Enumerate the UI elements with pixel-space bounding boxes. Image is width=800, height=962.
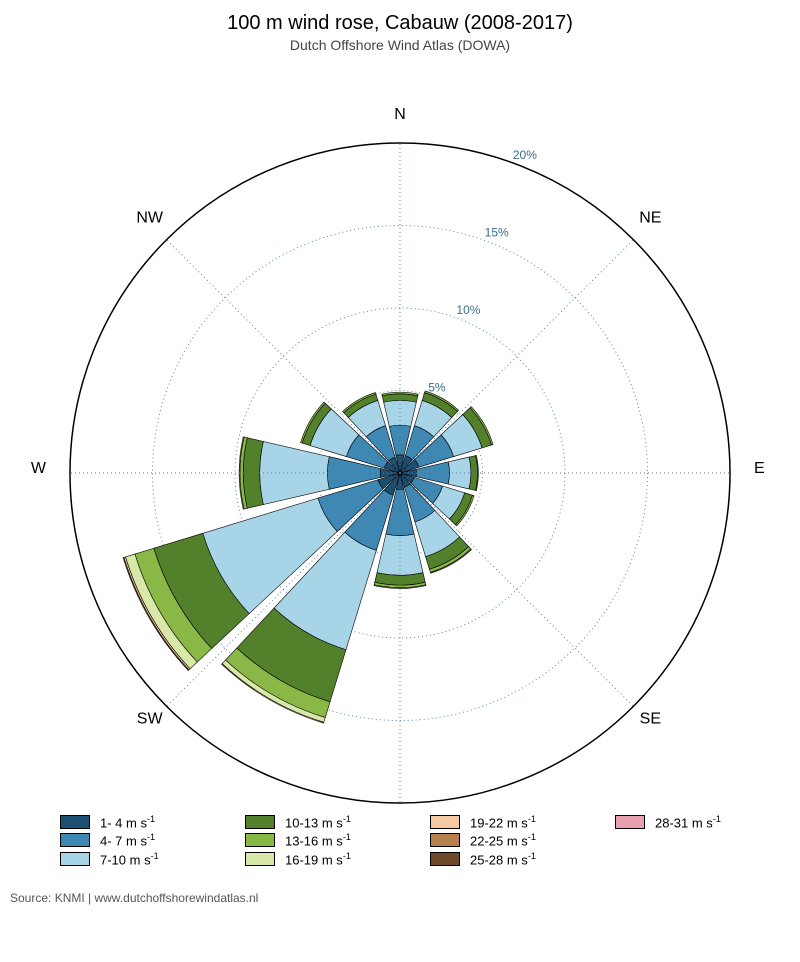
svg-text:NE: NE xyxy=(639,210,661,227)
source-line: Source: KNMI | www.dutchoffshorewindatla… xyxy=(10,891,800,905)
svg-text:E: E xyxy=(754,460,765,477)
legend-label: 1- 4 m s-1 xyxy=(100,814,155,830)
legend-item: 16-19 m s-1 xyxy=(245,851,390,867)
legend-swatch xyxy=(245,852,275,866)
legend-swatch xyxy=(430,833,460,847)
legend-item: 13-16 m s-1 xyxy=(245,832,390,848)
legend-label: 22-25 m s-1 xyxy=(470,832,536,848)
svg-text:N: N xyxy=(394,106,406,123)
legend-label: 25-28 m s-1 xyxy=(470,851,536,867)
legend-swatch xyxy=(60,852,90,866)
legend-swatch xyxy=(615,815,645,829)
chart-subtitle: Dutch Offshore Wind Atlas (DOWA) xyxy=(0,37,800,53)
legend-label: 19-22 m s-1 xyxy=(470,814,536,830)
legend-swatch xyxy=(430,815,460,829)
legend-item: 1- 4 m s-1 xyxy=(60,814,205,830)
svg-text:SE: SE xyxy=(640,710,661,727)
legend-item: 22-25 m s-1 xyxy=(430,832,575,848)
legend-swatch xyxy=(60,815,90,829)
windrose-chart: 5%10%15%20%NNEESESSWWNW xyxy=(0,53,800,813)
legend-item: 4- 7 m s-1 xyxy=(60,832,205,848)
legend-item: 10-13 m s-1 xyxy=(245,814,390,830)
svg-text:15%: 15% xyxy=(485,225,509,239)
svg-text:10%: 10% xyxy=(456,303,480,317)
svg-text:NW: NW xyxy=(136,210,164,227)
legend-label: 4- 7 m s-1 xyxy=(100,832,155,848)
legend-item: 25-28 m s-1 xyxy=(430,851,575,867)
legend-item: 19-22 m s-1 xyxy=(430,814,575,830)
legend: 1- 4 m s-1 4- 7 m s-1 7-10 m s-1 10-13 m s-… xyxy=(50,813,750,883)
svg-text:20%: 20% xyxy=(513,148,537,162)
chart-title: 100 m wind rose, Cabauw (2008-2017) xyxy=(0,12,800,35)
legend-label: 13-16 m s-1 xyxy=(285,832,351,848)
legend-label: 16-19 m s-1 xyxy=(285,851,351,867)
legend-swatch xyxy=(245,833,275,847)
legend-item: 28-31 m s-1 xyxy=(615,814,760,830)
legend-label: 10-13 m s-1 xyxy=(285,814,351,830)
legend-item: 7-10 m s-1 xyxy=(60,851,205,867)
svg-text:W: W xyxy=(31,460,47,477)
legend-swatch xyxy=(60,833,90,847)
svg-text:SW: SW xyxy=(137,710,164,727)
legend-label: 7-10 m s-1 xyxy=(100,851,159,867)
svg-text:5%: 5% xyxy=(428,380,446,394)
legend-label: 28-31 m s-1 xyxy=(655,814,721,830)
legend-swatch xyxy=(245,815,275,829)
legend-swatch xyxy=(430,852,460,866)
